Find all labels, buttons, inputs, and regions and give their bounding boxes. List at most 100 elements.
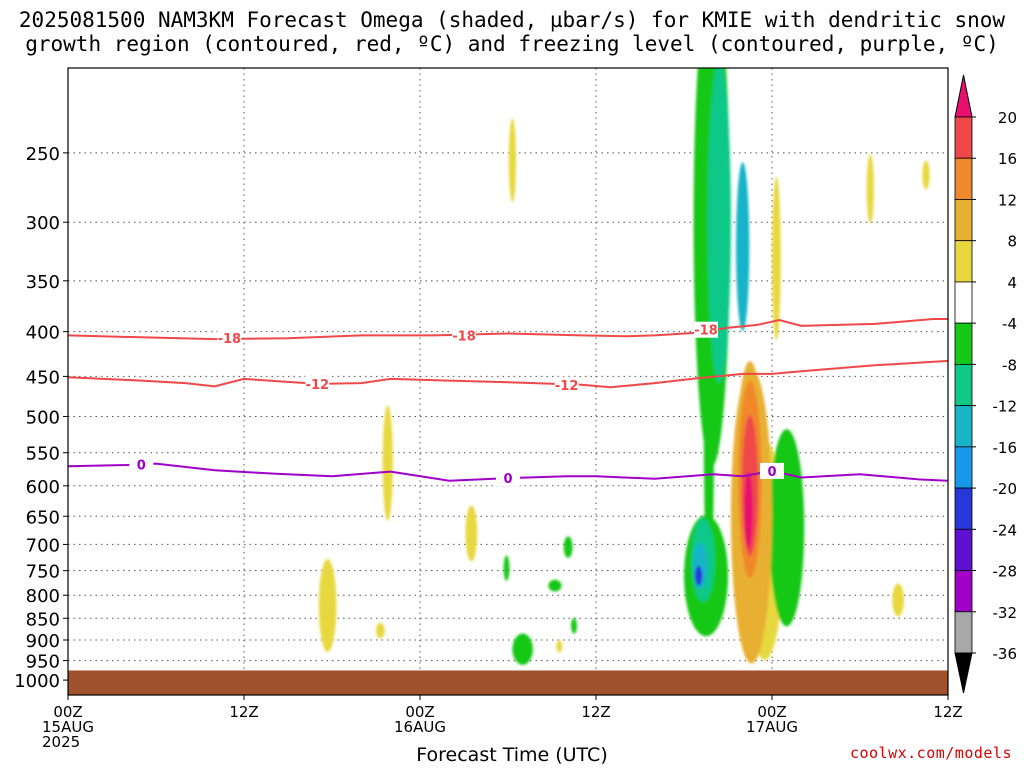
colorbar-label: -32 [993, 604, 1018, 622]
colorbar-label: -24 [993, 521, 1018, 539]
colorbar-label: -20 [993, 480, 1018, 498]
omega-region [736, 162, 750, 332]
y-tick-label: 850 [26, 609, 60, 630]
omega-region [382, 405, 393, 521]
colorbar-band [954, 611, 973, 654]
y-tick-label: 1000 [14, 671, 60, 692]
x-tick-label: 12Z [933, 703, 962, 721]
omega-region [508, 118, 517, 203]
y-tick-label: 350 [26, 272, 60, 293]
omega-region [769, 429, 805, 627]
y-tick-label: 900 [26, 631, 60, 652]
contour-line [68, 462, 948, 482]
colorbar-label: -28 [993, 563, 1018, 581]
colorbar-label: 4 [1007, 274, 1017, 292]
y-tick-label: 750 [26, 562, 60, 583]
contour-label-bg [305, 375, 330, 392]
omega-region [866, 154, 874, 224]
colorbar-arrow-top [954, 74, 973, 118]
omega-region [318, 559, 337, 653]
colorbar-band [954, 281, 973, 324]
colorbar-label: -36 [993, 645, 1018, 663]
y-tick-label: 600 [26, 477, 60, 498]
omega-region [703, 277, 715, 586]
y-tick-label: 650 [26, 507, 60, 528]
contour-line [68, 318, 948, 341]
y-tick-label: 250 [26, 144, 60, 165]
date-label: 15AUG [42, 718, 94, 736]
contour-label: -18 [694, 324, 718, 339]
y-tick-label: 400 [26, 323, 60, 344]
colorbar-label: -16 [993, 439, 1018, 457]
y-tick-label: 500 [26, 407, 60, 428]
contour-label-bg [760, 462, 784, 479]
omega-region [707, 68, 731, 384]
colorbar-label: 8 [1007, 233, 1017, 251]
omega-colorbar: 20 16 12 8 4 -4 -8 -12 -16 -20 -24 -28 -32 -36 [954, 74, 1018, 694]
omega-region [563, 536, 573, 558]
colorbar-label: 12 [998, 191, 1017, 209]
omega-region [503, 555, 510, 581]
colorbar-band [954, 199, 973, 242]
colorbar-label: -12 [993, 398, 1018, 416]
colorbar-band [954, 446, 973, 489]
source-credit: coolwx.com/models [849, 744, 1012, 762]
contour-label-bg [129, 456, 154, 473]
y-tick-label: 700 [26, 535, 60, 556]
date-label: 17AUG [746, 718, 798, 736]
chart-title-line-1: 2025081500 NAM3KM Forecast Omega (shaded… [18, 8, 1006, 32]
x-axis-label: Forecast Time (UTC) [416, 744, 608, 766]
plot-frame [67, 67, 949, 696]
omega-region [571, 617, 577, 634]
contour-label: 0 [503, 472, 512, 487]
contour-line [68, 359, 948, 389]
x-tick-label: 00Z [53, 703, 82, 721]
colorbar-band [954, 405, 973, 448]
y-tick-label: 550 [26, 444, 60, 465]
contour-label: -12 [555, 379, 579, 394]
contours: -18 -18 -18 -12 -12 0 0 0 [68, 318, 948, 487]
omega-shading [318, 68, 930, 665]
axes: 2503003504004505005506006507007508008509… [14, 144, 963, 721]
y-tick-label: 950 [26, 652, 60, 673]
contour-label-bg [694, 321, 718, 338]
colorbar-label: -8 [1002, 356, 1017, 374]
omega-region [548, 579, 562, 592]
omega-region [512, 633, 533, 665]
date-label: 16AUG [394, 718, 446, 736]
contour-label: 0 [137, 458, 146, 473]
colorbar-band [954, 240, 973, 283]
contour-label: -18 [218, 332, 242, 347]
omega-region [465, 505, 478, 562]
contour-label: -18 [452, 329, 476, 344]
x-tick-label: 12Z [229, 703, 258, 721]
omega-region [772, 176, 781, 341]
colorbar-band [954, 322, 973, 365]
colorbar-band [954, 528, 973, 571]
x-tick-label: 12Z [581, 703, 610, 721]
contour-label-bg [452, 327, 476, 344]
contour-label: 0 [767, 465, 776, 480]
colorbar-band [954, 116, 973, 159]
contour-label-bg [496, 470, 520, 487]
colorbar-band [954, 570, 973, 613]
omega-region [922, 160, 930, 190]
y-tick-label: 800 [26, 586, 60, 607]
colorbar-band [954, 157, 973, 200]
chart-title-line-2: growth region (contoured, red, ºC) and f… [25, 32, 999, 56]
contour-label-bg [554, 376, 579, 393]
colorbar-band [954, 363, 973, 407]
colorbar-band [954, 487, 973, 530]
y-tick-label: 300 [26, 213, 60, 234]
omega-region [744, 471, 753, 550]
colorbar-label: 20 [998, 109, 1017, 127]
omega-region [376, 622, 385, 639]
contour-label-bg [217, 330, 242, 347]
y-tick-label: 450 [26, 367, 60, 388]
omega-region [695, 565, 703, 586]
ground-surface [68, 670, 948, 695]
x-tick-label: 00Z [405, 703, 434, 721]
colorbar-label: 16 [998, 150, 1017, 168]
colorbar-arrow-bottom [954, 652, 973, 694]
